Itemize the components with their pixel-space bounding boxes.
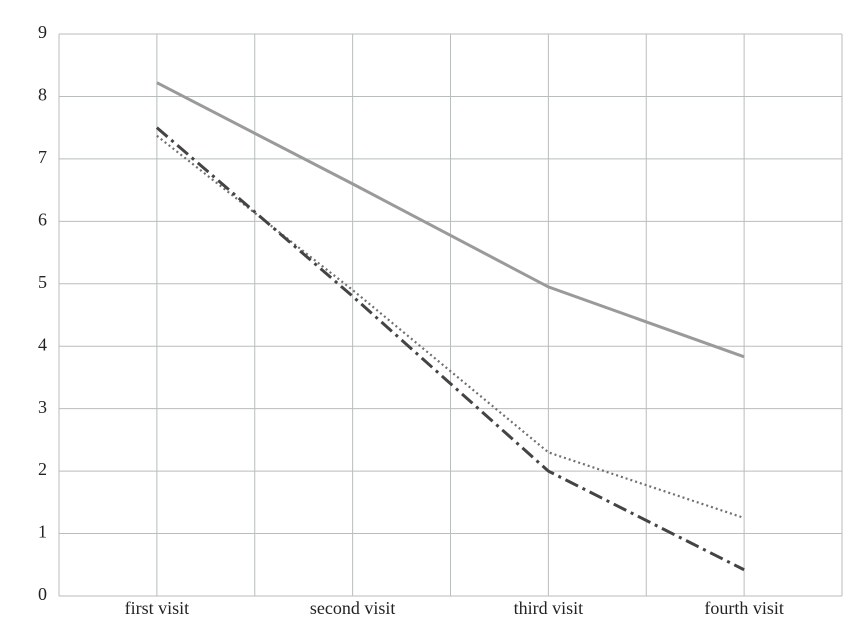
y-tick-label: 4: [38, 334, 47, 354]
x-tick-label: first visit: [125, 598, 190, 618]
y-tick-label: 2: [38, 459, 47, 479]
series-line: [156, 81, 745, 359]
y-tick-label: 0: [38, 584, 47, 604]
y-tick-label: 5: [38, 272, 47, 292]
x-tick-label: third visit: [514, 598, 584, 618]
y-tick-label: 9: [38, 22, 47, 42]
series-line: [155, 126, 745, 572]
y-tick-label: 7: [38, 147, 47, 167]
y-tick-label: 3: [38, 397, 47, 417]
series-line: [156, 134, 745, 519]
y-tick-label: 6: [38, 209, 47, 229]
x-tick-label: fourth visit: [704, 598, 784, 618]
x-tick-label: second visit: [310, 598, 396, 618]
y-tick-label: 8: [38, 85, 47, 105]
y-tick-label: 1: [38, 522, 47, 542]
